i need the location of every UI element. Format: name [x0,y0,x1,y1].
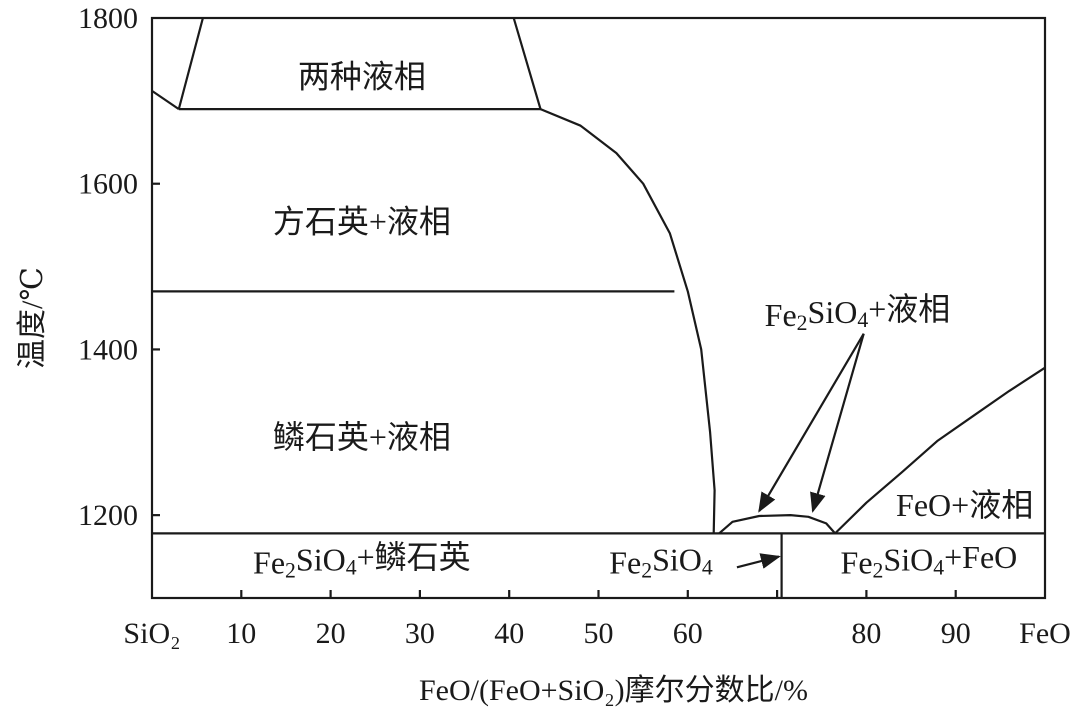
x-tick-label: FeO [1019,617,1071,650]
x-tick-label: 10 [226,617,256,650]
region-label: 鳞石英+液相 [273,419,451,455]
y-axis-label: 温度/℃ [16,267,49,369]
curve-cristobalite-liquidus [540,108,716,534]
curve-liquid-immiscibility-left [177,17,204,110]
x-tick-label: 90 [941,617,971,650]
x-tick-label: 60 [673,617,703,650]
y-tick-label: 1600 [78,168,138,201]
y-tick-label: 1200 [78,499,138,532]
curve-wustite-liquidus [834,366,1046,535]
x-axis-label: FeO/(FeO+SiO₂)摩尔分数比/% [419,674,808,707]
region-label: 两种液相 [298,58,426,94]
y-tick-label: 1800 [78,2,138,35]
region-label: Fe2SiO4+液相 [765,291,951,334]
curve-left-liquidus-stub [151,89,180,111]
x-tick-label: 30 [405,617,435,650]
x-tick-label: 80 [851,617,881,650]
y-tick-label: 1400 [78,333,138,366]
phase-boundaries [151,17,1046,598]
curve-liquid-immiscibility-right [512,17,542,110]
x-tick-label: 50 [584,617,614,650]
region-label: Fe2SiO4+FeO [841,539,1018,582]
x-tick-label: 40 [494,617,524,650]
x-tick-label: 20 [316,617,346,650]
annotation-arrows [736,333,865,569]
region-label: 方石英+液相 [273,203,451,239]
curve-fayalite-liquidus [718,514,836,535]
annotation-arrow-2 [810,333,865,513]
annotation-arrow-3 [736,553,781,569]
region-label: Fe2SiO4+鳞石英 [253,539,471,582]
tick-labels: SiO₂ 10 20 30 40 50 60 80 90 FeO 1200 1400 1600 1800 [78,2,1071,650]
region-label: FeO+液相 [896,487,1033,523]
x-tick-label: SiO₂ [123,617,180,650]
region-label: Fe2SiO4 [609,542,713,583]
annotation-arrow-1 [758,333,865,513]
axis-ticks [152,182,957,598]
